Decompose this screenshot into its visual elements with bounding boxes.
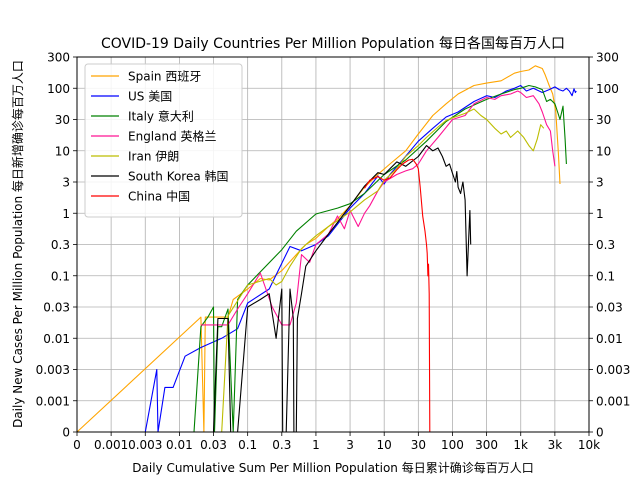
y-tick-label-right: 0.001	[596, 394, 630, 408]
y-tick-label-left: 0.01	[43, 332, 70, 346]
y-tick-label-right: 0	[596, 426, 604, 440]
y-tick-label-right: 100	[596, 82, 619, 96]
y-tick-label-right: 0.003	[596, 363, 630, 377]
y-tick-label-right: 3	[596, 176, 604, 190]
chart-title: COVID-19 Daily Countries Per Million Pop…	[101, 36, 565, 52]
series-line-iran	[221, 108, 545, 433]
y-tick-label-right: 0.3	[596, 238, 615, 252]
x-tick-label: 1	[312, 438, 320, 452]
x-tick-label: 30	[411, 438, 426, 452]
x-tick-label: 10	[377, 438, 392, 452]
y-tick-label-right: 1	[596, 207, 604, 221]
x-tick-label: 300	[475, 438, 498, 452]
x-tick-label: 0.001	[94, 438, 128, 452]
y-tick-label-right: 0.01	[596, 332, 623, 346]
legend-label-italy: Italy 意大利	[128, 109, 194, 124]
y-tick-label-right: 300	[596, 51, 619, 65]
legend-label-china: China 中国	[128, 189, 190, 204]
legend-label-england: England 英格兰	[128, 129, 217, 144]
y-tick-label-left: 3	[62, 176, 70, 190]
x-tick-label: 0.003	[128, 438, 162, 452]
y-tick-label-left: 1	[62, 207, 70, 221]
x-tick-label: 0.1	[238, 438, 257, 452]
y-tick-label-left: 0.03	[43, 301, 70, 315]
y-tick-label-left: 10	[55, 144, 70, 158]
x-tick-label: 0.3	[272, 438, 291, 452]
legend: Spain 西班牙 US 美国 Italy 意大利 England 英格兰 Iran 伊…	[84, 63, 243, 218]
series-line-south-korea	[212, 145, 472, 433]
y-tick-label-left: 30	[55, 113, 70, 127]
legend-label-south-korea: South Korea 韩国	[128, 169, 229, 184]
x-axis-title: Daily Cumulative Sum Per Million Populat…	[132, 460, 533, 475]
ticks: 0 0.001 0.003 0.01 0.03 0.1 0.3 1 3 10 30 100 300 1k 3…	[36, 51, 631, 453]
x-tick-label: 1k	[513, 438, 528, 452]
x-tick-label: 10k	[578, 438, 600, 452]
x-tick-label: 0.01	[166, 438, 193, 452]
legend-label-spain: Spain 西班牙	[128, 70, 201, 84]
x-tick-label: 3	[346, 438, 354, 452]
y-tick-label-left: 300	[47, 51, 70, 65]
legend-label-iran: Iran 伊朗	[128, 150, 179, 164]
y-tick-label-right: 0.03	[596, 301, 623, 315]
x-tick-label: 3k	[548, 438, 563, 452]
y-tick-label-left: 0.003	[36, 363, 70, 377]
x-tick-label: 100	[441, 438, 464, 452]
series-line-italy	[193, 84, 567, 433]
series-line-spain	[76, 65, 561, 433]
y-tick-label-left: 100	[47, 82, 70, 96]
y-tick-label-right: 10	[596, 144, 611, 158]
y-tick-label-left: 0.3	[51, 238, 70, 252]
x-tick-label: 0	[73, 438, 81, 452]
series-line-china	[364, 158, 431, 433]
y-tick-label-left: 0	[62, 426, 70, 440]
legend-box	[84, 63, 243, 218]
y-tick-label-right: 0.1	[596, 269, 615, 283]
y-axis-title: Daily New Cases Per Million Population 每…	[10, 60, 25, 428]
y-tick-label-left: 0.1	[51, 269, 70, 283]
y-tick-label-left: 0.001	[36, 394, 70, 408]
series-layer	[76, 65, 577, 433]
legend-label-us: US 美国	[128, 90, 172, 104]
x-tick-label: 0.03	[200, 438, 227, 452]
y-tick-label-right: 30	[596, 113, 611, 127]
